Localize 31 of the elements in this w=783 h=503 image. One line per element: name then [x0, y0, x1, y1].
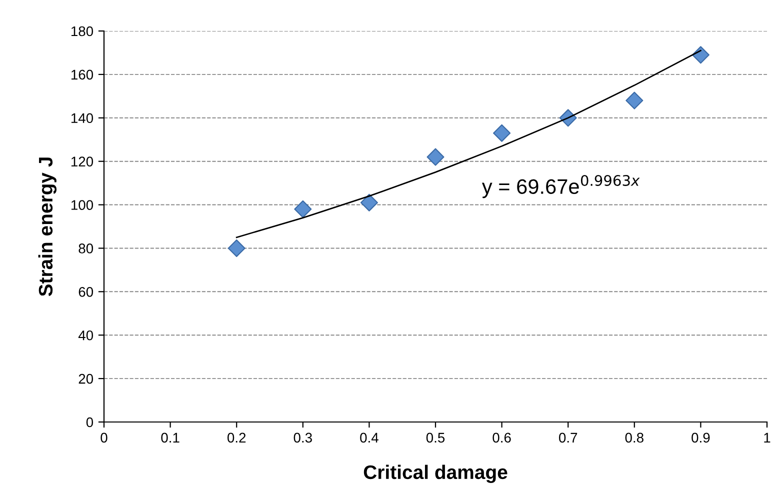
point [692, 46, 710, 64]
y-tick-label: 180 [71, 26, 94, 36]
y-tick-label: 80 [78, 244, 94, 254]
x-tick-label: 0 [100, 432, 108, 443]
point [626, 92, 644, 110]
x-tick-label: 0.9 [692, 432, 710, 443]
point [493, 124, 511, 142]
x-tick-label: 0.5 [426, 432, 445, 443]
y-tick-label: 0 [86, 417, 94, 428]
y-tick-label: 120 [71, 156, 94, 167]
y-tick-label: 20 [78, 374, 94, 384]
y-tick-label: 100 [71, 200, 94, 210]
y-tick-label: 160 [71, 70, 94, 80]
x-tick-label: 0.8 [625, 432, 644, 443]
point [228, 239, 246, 257]
x-tick-label: 1 [764, 432, 770, 442]
point [426, 148, 444, 166]
x-tick-label: 0.2 [227, 432, 246, 443]
x-tick-label: 0.4 [360, 432, 378, 443]
annotation: y = 69.67e$^{0.9963x}$ [482, 174, 640, 198]
point [360, 194, 378, 212]
x-tick-label: 0.3 [294, 432, 312, 443]
x-tick-label: 0.6 [492, 432, 511, 443]
x-axis-title: Critical damage [364, 464, 508, 484]
y-tick-label: 140 [71, 113, 94, 124]
y-tick-label: 60 [78, 287, 94, 297]
x-tick-label: 0.1 [161, 432, 180, 443]
point [294, 200, 312, 218]
y-axis-title: Strain energy J [38, 158, 57, 296]
x-tick-label: 0.7 [558, 432, 578, 443]
y-tick-label: 40 [78, 330, 94, 340]
